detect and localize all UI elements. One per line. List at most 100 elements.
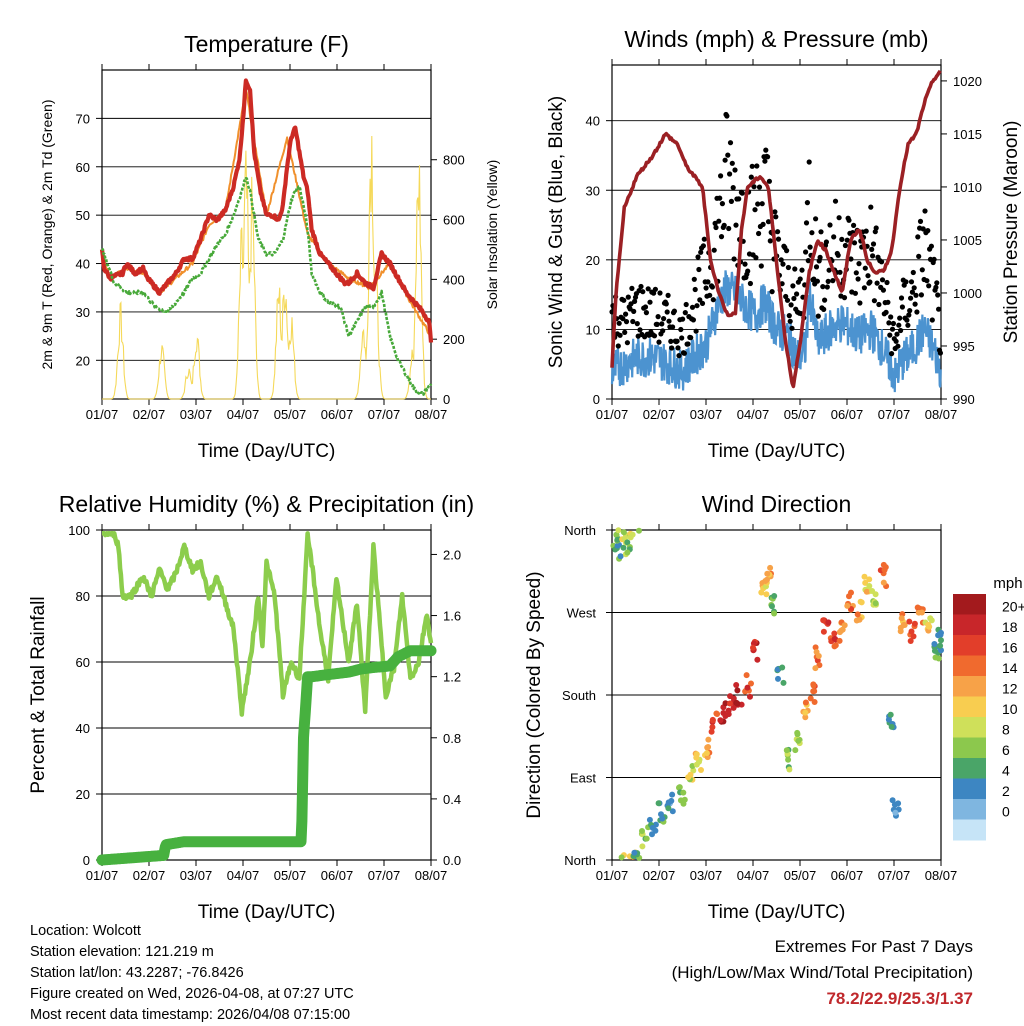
gust-point xyxy=(905,322,911,328)
gust-point xyxy=(920,226,926,232)
y-tick-label: 30 xyxy=(76,305,90,320)
gust-point xyxy=(880,287,887,293)
gust-point xyxy=(911,285,917,291)
direction-point xyxy=(846,593,852,600)
gust-point xyxy=(909,289,916,295)
gust-point xyxy=(758,263,764,269)
extremes-box: Extremes For Past 7 Days (High/Low/Max W… xyxy=(672,934,973,1012)
y-tick-label: 0 xyxy=(83,853,90,868)
y-tick-label-right: 600 xyxy=(443,213,465,228)
direction-point xyxy=(792,747,799,754)
direction-point xyxy=(725,711,732,718)
gust-point xyxy=(919,267,925,273)
gust-point xyxy=(722,157,728,163)
gust-point xyxy=(839,236,845,242)
direction-point xyxy=(895,800,902,807)
gust-point xyxy=(752,207,758,213)
gust-point xyxy=(671,308,678,314)
direction-point xyxy=(655,800,662,807)
gust-point xyxy=(721,222,727,228)
plot-border xyxy=(611,64,942,400)
x-tick-label: 01/07 xyxy=(86,407,119,422)
x-tick-label: 04/07 xyxy=(227,407,260,422)
direction-point xyxy=(665,805,672,812)
y-tick-label-right: 400 xyxy=(443,272,465,287)
gust-point xyxy=(918,292,925,298)
gust-point xyxy=(694,303,700,309)
gust-point xyxy=(883,309,889,315)
gust-point xyxy=(676,353,682,359)
gust-point xyxy=(749,163,755,169)
x-tick-label: 08/07 xyxy=(925,868,958,883)
direction-point xyxy=(779,664,786,671)
gust-point xyxy=(724,113,730,119)
x-tick-label: 04/07 xyxy=(737,407,770,422)
gust-point xyxy=(640,289,646,295)
y-tick-label-right: 2.0 xyxy=(443,547,461,562)
direction-point xyxy=(888,723,895,730)
gust-point xyxy=(756,184,763,190)
gust-point xyxy=(887,332,893,338)
panel-2: 01/07 02/07 03/07 04/07 05/07 06/07 07/07 08/07… xyxy=(546,26,1022,462)
x-tick-label: 03/07 xyxy=(180,868,213,883)
direction-point xyxy=(693,751,700,758)
direction-point xyxy=(795,737,802,744)
direction-point xyxy=(872,600,879,607)
gust-point xyxy=(925,228,931,234)
direction-point xyxy=(643,835,650,842)
gust-point xyxy=(931,256,937,262)
gust-point xyxy=(916,253,922,259)
gust-point xyxy=(893,338,899,344)
gust-point xyxy=(681,350,688,356)
direction-point xyxy=(915,609,922,616)
x-tick-label: 05/07 xyxy=(784,407,817,422)
gust-point xyxy=(841,295,848,301)
direction-point xyxy=(931,647,938,654)
x-tick-label: 06/07 xyxy=(321,407,354,422)
gust-point xyxy=(675,345,681,351)
gust-point xyxy=(726,225,732,232)
gust-points xyxy=(609,111,944,359)
direction-point xyxy=(901,622,908,628)
direction-point xyxy=(617,553,624,560)
gust-point xyxy=(698,249,704,255)
gust-point xyxy=(789,325,795,331)
gust-point xyxy=(697,297,703,303)
colorbar-label: 20+ xyxy=(1002,598,1024,614)
gust-point xyxy=(861,285,868,291)
gust-point xyxy=(685,341,691,347)
gust-point xyxy=(751,184,757,190)
gust-point xyxy=(642,304,649,310)
gust-point xyxy=(788,302,794,308)
gust-point xyxy=(689,304,696,310)
gust-point xyxy=(683,301,689,308)
gust-point xyxy=(809,230,815,236)
gust-point xyxy=(907,308,913,314)
gust-point xyxy=(827,222,833,228)
gust-point xyxy=(836,215,842,221)
gust-point xyxy=(929,317,935,323)
gust-point xyxy=(669,345,675,351)
direction-point xyxy=(767,564,774,571)
direction-point xyxy=(841,622,848,629)
direction-point xyxy=(786,766,793,773)
gust-point xyxy=(621,297,627,303)
colorbar-label: 18 xyxy=(1002,619,1018,635)
gust-point xyxy=(616,320,622,326)
gust-point xyxy=(670,324,676,330)
y-tick-label-right: 0.0 xyxy=(443,853,461,868)
gust-point xyxy=(668,338,674,344)
gust-point xyxy=(831,234,837,240)
direction-point xyxy=(709,717,716,724)
y-tick-label: 50 xyxy=(76,208,90,223)
y-tick-label: 0 xyxy=(593,392,600,407)
y-tick-label-right: 1015 xyxy=(953,127,982,142)
gust-point xyxy=(914,309,920,315)
direction-point xyxy=(812,644,819,651)
y-tick-label-right: 1.2 xyxy=(443,670,461,685)
gust-point xyxy=(799,267,805,273)
y-tick-label: 100 xyxy=(68,523,90,538)
gust-point xyxy=(651,290,657,296)
x-tick-label: 07/07 xyxy=(368,868,401,883)
direction-point xyxy=(717,717,724,724)
